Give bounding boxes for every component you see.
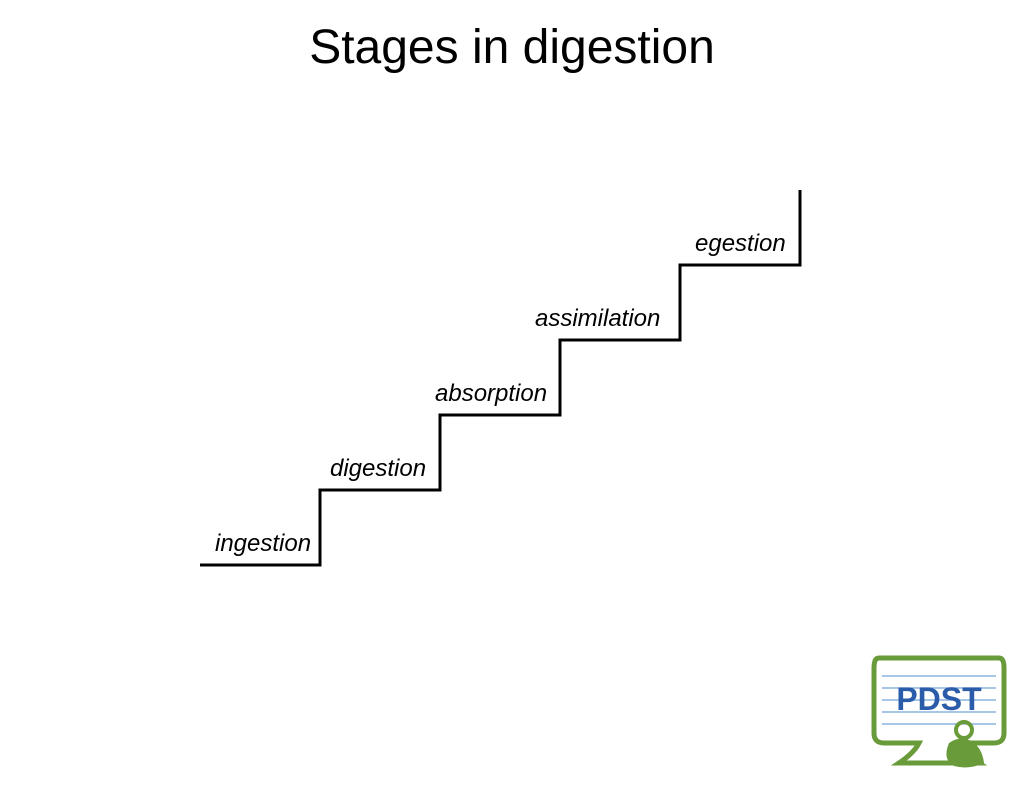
staircase-diagram: ingestion digestion absorption assimilat… xyxy=(200,190,800,590)
step-label-assimilation: assimilation xyxy=(535,305,660,333)
step-label-absorption: absorption xyxy=(435,380,547,408)
page-title: Stages in digestion xyxy=(0,20,1024,75)
pdst-logo: PDST xyxy=(864,648,1014,778)
step-label-digestion: digestion xyxy=(330,455,426,483)
step-label-egestion: egestion xyxy=(695,230,786,258)
step-label-ingestion: ingestion xyxy=(215,530,311,558)
logo-text: PDST xyxy=(896,681,982,717)
